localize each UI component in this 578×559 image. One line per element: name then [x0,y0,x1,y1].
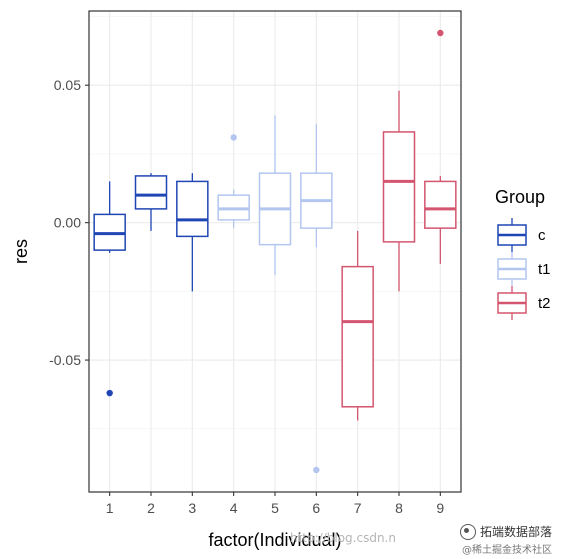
x-tick-label: 9 [436,500,444,516]
x-tick-label: 4 [230,500,238,516]
legend-label-t1: t1 [538,261,551,278]
box-3 [176,173,209,292]
legend-title: Group [495,187,545,207]
box-iqr [424,180,457,229]
outlier-point [106,389,113,397]
watermark-community: @稀土掘金技术社区 [462,545,552,556]
outlier-point [437,29,444,37]
box-4 [217,134,250,229]
legend-key-c [497,218,527,252]
axes: -0.05 0.00 0.05 1 2 3 4 5 6 7 8 9 [49,77,444,516]
legend-label-t2: t2 [538,295,551,312]
box-5 [258,115,292,275]
x-tick-label: 8 [395,500,403,516]
x-tick-label: 6 [312,500,320,516]
x-tick-label: 7 [354,500,362,516]
watermark-brand: 拓端数据部落 [460,523,552,540]
wechat-logo-icon [460,523,476,540]
box-iqr [341,265,374,408]
watermark-brand-text: 拓端数据部落 [480,525,553,539]
legend-key-t2 [497,286,527,320]
y-tick-label: -0.05 [49,352,81,368]
box-series [93,29,457,474]
box-iqr [382,131,416,243]
legend-label-c: c [538,227,546,244]
y-axis-title: res [11,239,31,264]
x-tick-label: 3 [188,500,196,516]
box-8 [382,90,416,292]
x-axis-title: factor(Individual) [208,530,341,550]
box-2 [134,173,168,231]
x-tick-label: 5 [271,500,279,516]
outlier-point [230,134,237,141]
box-6 [300,123,333,474]
y-tick-label: 0.05 [54,77,81,93]
outlier-point [313,466,320,474]
legend: Group c t1 t2 [495,187,551,320]
x-tick-label: 2 [147,500,155,516]
box-9 [424,29,457,264]
x-tick-label: 1 [106,500,114,516]
y-tick-label: 0.00 [54,215,81,231]
watermark-blog-url: http://blog.csdn.n [290,531,396,545]
box-iqr [176,180,209,238]
box-iqr [134,175,168,210]
legend-key-t1 [497,252,527,286]
box-1 [93,181,126,397]
box-7 [341,230,374,421]
